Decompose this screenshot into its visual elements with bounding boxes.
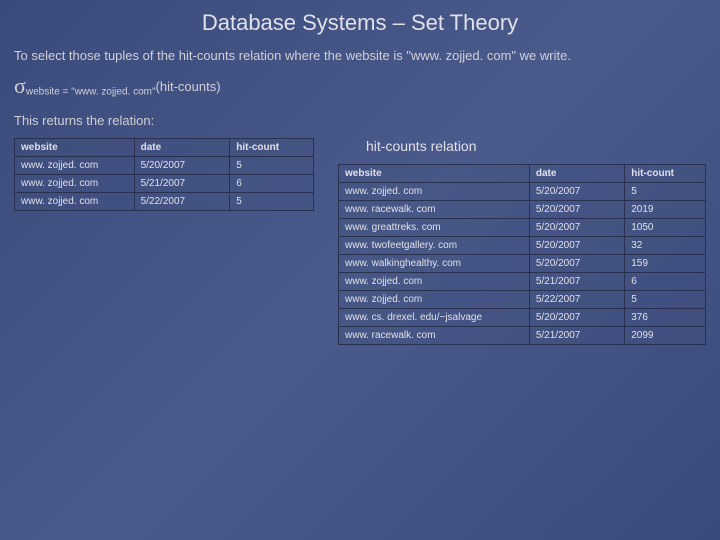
column-header: date (529, 164, 624, 182)
table-cell: 5/20/2007 (529, 236, 624, 254)
source-table: websitedatehit-count www. zojjed. com5/2… (338, 164, 706, 345)
table-cell: www. zojjed. com (339, 290, 530, 308)
table-cell: 5/20/2007 (134, 156, 230, 174)
table-cell: 5/20/2007 (529, 218, 624, 236)
table-row: www. greattreks. com5/20/20071050 (339, 218, 706, 236)
selection-formula: σwebsite = "www. zojjed. com"(hit-counts… (0, 69, 720, 107)
table-row: www. racewalk. com5/20/20072019 (339, 200, 706, 218)
table-cell: 5/22/2007 (134, 192, 230, 210)
table-cell: 376 (625, 308, 706, 326)
table-cell: www. twofeetgallery. com (339, 236, 530, 254)
table-cell: 5/20/2007 (529, 200, 624, 218)
table-cell: www. zojjed. com (15, 174, 135, 192)
table-cell: 5/22/2007 (529, 290, 624, 308)
column-header: date (134, 138, 230, 156)
table-cell: 5/21/2007 (529, 326, 624, 344)
table-cell: 2099 (625, 326, 706, 344)
table-cell: 5/20/2007 (529, 182, 624, 200)
column-header: website (15, 138, 135, 156)
table-cell: www. zojjed. com (15, 192, 135, 210)
table-row: www. zojjed. com5/21/20076 (339, 272, 706, 290)
table-cell: www. zojjed. com (339, 272, 530, 290)
table-cell: 2019 (625, 200, 706, 218)
result-column: websitedatehit-count www. zojjed. com5/2… (14, 138, 314, 211)
source-column: hit-counts relation websitedatehit-count… (338, 138, 706, 345)
table-row: www. zojjed. com5/22/20075 (15, 192, 314, 210)
table-cell: www. zojjed. com (15, 156, 135, 174)
table-cell: 6 (625, 272, 706, 290)
table-cell: 5 (230, 156, 314, 174)
table-cell: www. cs. drexel. edu/~jsalvage (339, 308, 530, 326)
column-header: hit-count (625, 164, 706, 182)
table-cell: 6 (230, 174, 314, 192)
intro-text: To select those tuples of the hit-counts… (0, 36, 720, 69)
table-cell: 5 (230, 192, 314, 210)
table-row: www. zojjed. com5/20/20075 (15, 156, 314, 174)
table-cell: www. greattreks. com (339, 218, 530, 236)
table-cell: 159 (625, 254, 706, 272)
table-row: www. walkinghealthy. com5/20/2007159 (339, 254, 706, 272)
formula-argument: (hit-counts) (156, 79, 221, 94)
table-cell: www. zojjed. com (339, 182, 530, 200)
table-cell: 1050 (625, 218, 706, 236)
table-cell: www. walkinghealthy. com (339, 254, 530, 272)
tables-container: websitedatehit-count www. zojjed. com5/2… (0, 138, 720, 345)
formula-subscript: website = "www. zojjed. com" (26, 86, 156, 97)
sigma-symbol: σ (14, 73, 26, 98)
table-row: www. zojjed. com5/22/20075 (339, 290, 706, 308)
table-row: www. twofeetgallery. com5/20/200732 (339, 236, 706, 254)
result-table: websitedatehit-count www. zojjed. com5/2… (14, 138, 314, 211)
table-cell: www. racewalk. com (339, 326, 530, 344)
table-row: www. cs. drexel. edu/~jsalvage5/20/20073… (339, 308, 706, 326)
table-row: www. racewalk. com5/21/20072099 (339, 326, 706, 344)
table-row: www. zojjed. com5/20/20075 (339, 182, 706, 200)
source-caption: hit-counts relation (338, 138, 706, 164)
table-cell: 5/21/2007 (529, 272, 624, 290)
table-cell: 5 (625, 182, 706, 200)
table-cell: 5/20/2007 (529, 254, 624, 272)
returns-label: This returns the relation: (0, 107, 720, 138)
column-header: hit-count (230, 138, 314, 156)
table-cell: www. racewalk. com (339, 200, 530, 218)
column-header: website (339, 164, 530, 182)
table-cell: 5/21/2007 (134, 174, 230, 192)
table-cell: 5/20/2007 (529, 308, 624, 326)
table-cell: 32 (625, 236, 706, 254)
table-row: www. zojjed. com5/21/20076 (15, 174, 314, 192)
slide-title: Database Systems – Set Theory (0, 0, 720, 36)
table-cell: 5 (625, 290, 706, 308)
